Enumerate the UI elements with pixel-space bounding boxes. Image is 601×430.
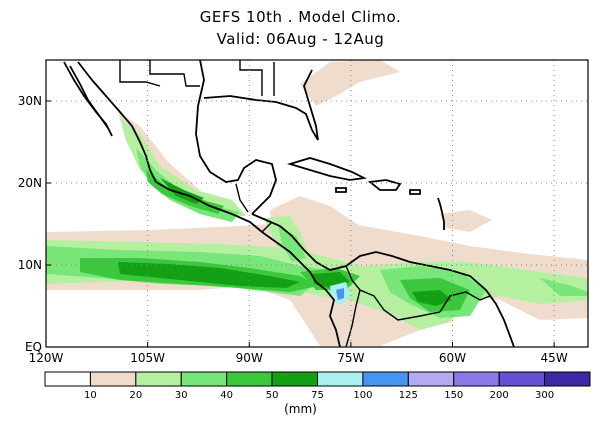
colorbar-label: 40 [220,390,233,401]
title-line-1: GEFS 10th . Model Climo. [199,8,402,26]
lon-tick-label: 105W [130,351,165,365]
lat-tick-label: EQ [25,340,42,354]
lon-tick-label: 120W [29,351,64,365]
colorbar-swatch [44,371,91,387]
lon-tick-label: 90W [236,351,263,365]
precipitation-shading [46,60,588,346]
colorbar-units: (mm) [284,402,317,416]
colorbar-swatch [362,371,409,387]
colorbar-swatch [135,371,182,387]
colorbar-swatch [407,371,455,387]
colorbar-swatch [89,371,137,387]
colorbar: 10 20 30 40 50 75 100 125 150 200 300 [44,371,591,401]
lon-tick-label: 45W [541,351,568,365]
colorbar-label: 150 [444,390,463,401]
colorbar-label: 50 [266,390,279,401]
lat-tick-label: 20N [18,176,42,190]
colorbar-swatch [453,371,500,387]
colorbar-label: 10 [84,390,97,401]
colorbar-swatch [317,371,364,387]
lat-tick-label: 10N [18,258,42,272]
colorbar-label: 200 [490,390,509,401]
colorbar-swatch [498,371,546,387]
lon-tick-label: 75W [337,351,364,365]
colorbar-label: 300 [535,390,554,401]
colorbar-swatch [271,371,319,387]
coastlines [63,60,515,347]
colorbar-swatch [226,371,273,387]
latitude-axis: EQ 10N 20N 30N [18,94,51,354]
shade-75-plus [330,282,350,306]
title-line-2: Valid: 06Aug - 12Aug [216,30,385,48]
gridlines [46,60,588,347]
colorbar-label: 100 [353,390,372,401]
lat-tick-label: 30N [18,94,42,108]
colorbar-label: 75 [311,390,324,401]
map-frame [45,59,589,348]
shade-10-20 [46,60,588,346]
colorbar-label: 20 [129,390,142,401]
title-block: GEFS 10th . Model Climo. Valid: 06Aug - … [0,6,601,50]
colorbar-label: 125 [399,390,418,401]
colorbar-label: 30 [175,390,188,401]
colorbar-swatch [544,371,591,387]
colorbar-swatch [180,371,228,387]
lon-tick-label: 60W [439,351,466,365]
longitude-axis: 120W 105W 90W 75W 60W 45W [29,342,568,365]
